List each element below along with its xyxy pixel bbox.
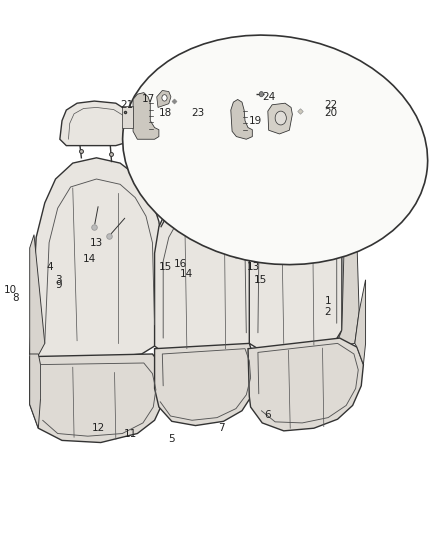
Circle shape: [162, 95, 167, 101]
Text: 7: 7: [218, 423, 225, 433]
Text: 11: 11: [124, 429, 138, 439]
Polygon shape: [271, 144, 331, 184]
Text: 4: 4: [47, 262, 53, 271]
Text: 14: 14: [83, 254, 96, 263]
Text: 2: 2: [325, 306, 331, 317]
Polygon shape: [336, 237, 359, 346]
Text: 10: 10: [4, 285, 17, 295]
FancyBboxPatch shape: [122, 106, 134, 128]
Text: 15: 15: [254, 274, 267, 285]
Text: 21: 21: [120, 100, 133, 110]
Polygon shape: [355, 280, 366, 365]
Polygon shape: [60, 101, 133, 146]
Text: 16: 16: [173, 259, 187, 269]
Polygon shape: [249, 195, 342, 351]
Polygon shape: [30, 354, 40, 428]
Polygon shape: [268, 103, 293, 134]
Polygon shape: [248, 338, 364, 431]
Text: 12: 12: [92, 423, 105, 433]
Text: 23: 23: [191, 108, 205, 118]
Polygon shape: [155, 190, 254, 354]
Text: 5: 5: [169, 434, 175, 444]
Circle shape: [275, 111, 286, 125]
Polygon shape: [30, 354, 165, 442]
Text: 14: 14: [180, 270, 193, 279]
Text: 15: 15: [159, 262, 172, 271]
Polygon shape: [30, 158, 163, 359]
Text: 18: 18: [159, 108, 172, 118]
Text: 22: 22: [325, 100, 338, 110]
Polygon shape: [157, 91, 171, 108]
Ellipse shape: [123, 35, 427, 264]
Text: 9: 9: [55, 280, 62, 290]
Polygon shape: [133, 93, 159, 139]
Text: 1: 1: [325, 296, 331, 306]
Polygon shape: [231, 100, 252, 139]
Text: 13: 13: [90, 238, 103, 248]
Text: 8: 8: [12, 293, 19, 303]
Text: 13: 13: [247, 262, 261, 271]
Text: 20: 20: [325, 108, 338, 118]
Text: 19: 19: [249, 116, 262, 126]
Text: 17: 17: [141, 94, 155, 104]
Text: 3: 3: [55, 274, 62, 285]
Polygon shape: [30, 235, 45, 359]
Text: 6: 6: [265, 410, 271, 420]
Text: 24: 24: [262, 92, 276, 102]
Polygon shape: [155, 343, 256, 425]
Circle shape: [259, 92, 264, 97]
